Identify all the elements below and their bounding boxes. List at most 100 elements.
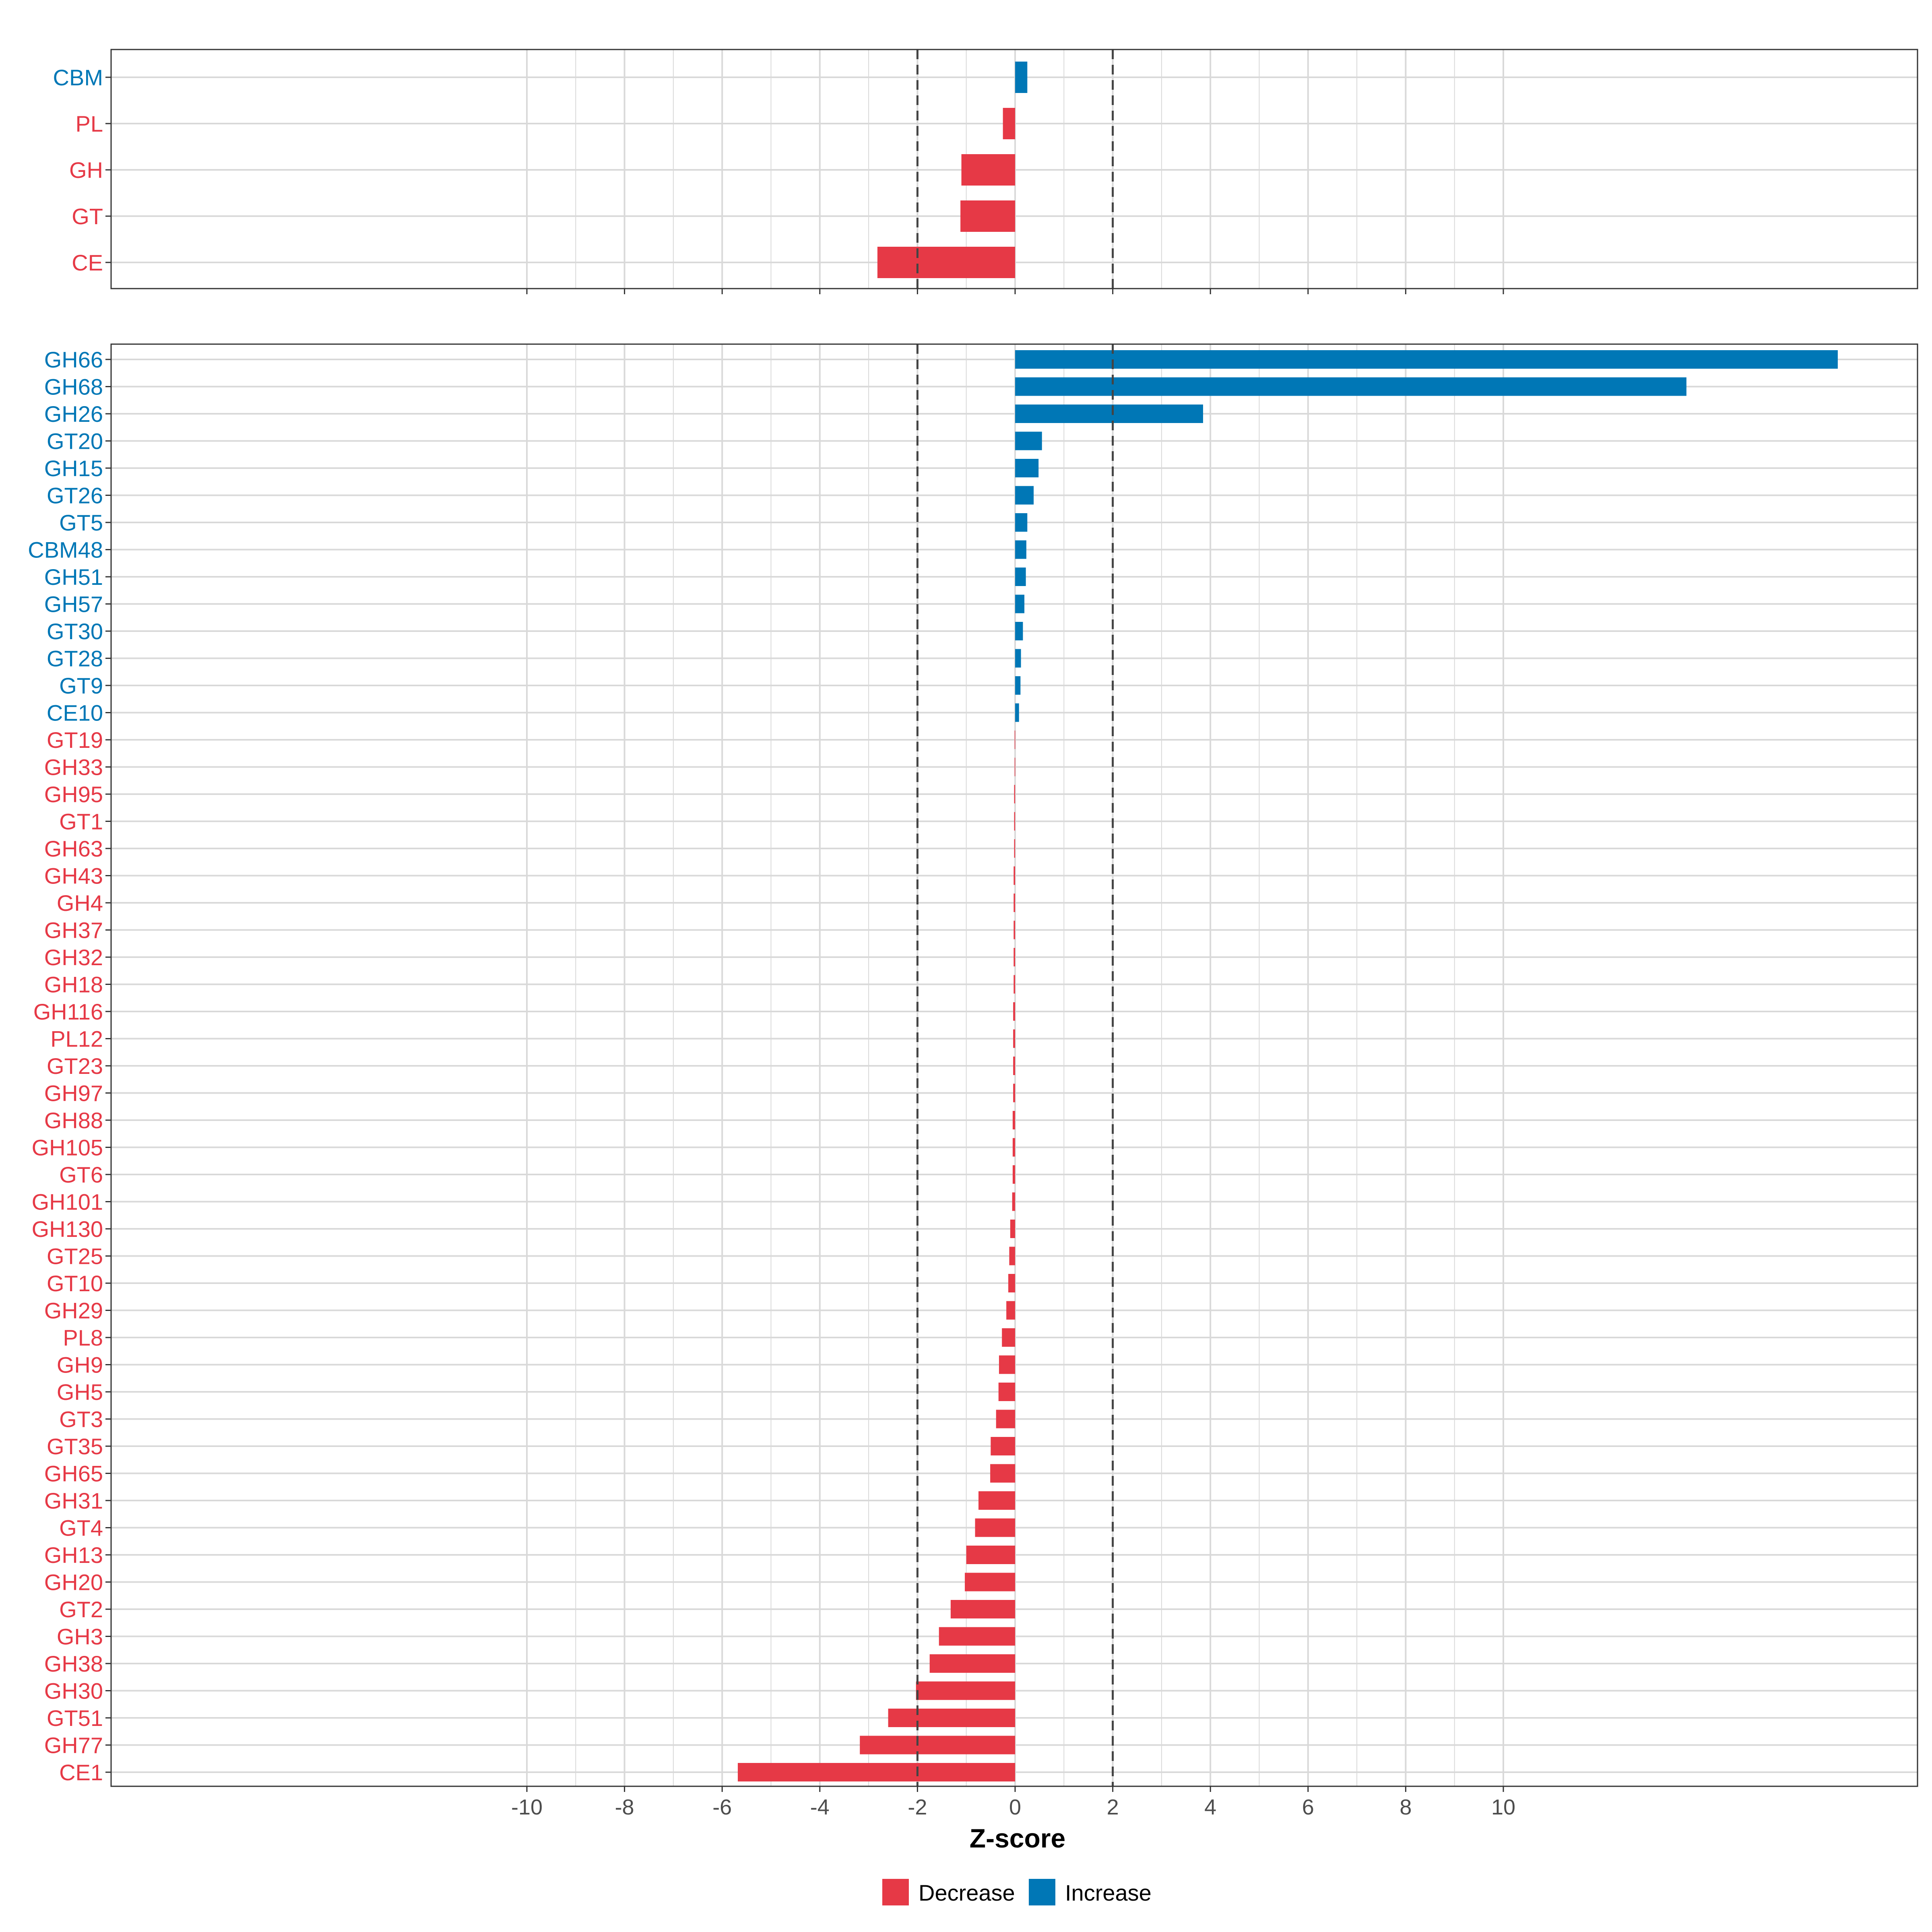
y-tick-label: GT51 xyxy=(47,1705,103,1731)
y-tick-label: GH38 xyxy=(44,1651,103,1676)
x-tick-label: -4 xyxy=(810,1795,830,1819)
x-axis: -10 -8 -6 -4 -2 0 2 4 6 8 10 xyxy=(511,1795,1515,1819)
bar-gh18 xyxy=(1013,975,1015,994)
x-tick-label: -6 xyxy=(712,1795,732,1819)
bar-gh33 xyxy=(1014,758,1016,776)
y-tick-label: GT28 xyxy=(47,646,103,671)
bar-gh65 xyxy=(990,1464,1015,1483)
y-tick-label: GH101 xyxy=(32,1189,103,1215)
bar-gt30 xyxy=(1015,622,1023,640)
bar-gh105 xyxy=(1012,1138,1015,1157)
y-tick-label: GH105 xyxy=(32,1135,103,1160)
bar-gh51 xyxy=(1015,568,1026,586)
x-axis-title: Z-score xyxy=(970,1823,1065,1853)
x-tick-label: 0 xyxy=(1009,1795,1021,1819)
bar-gh31 xyxy=(978,1491,1015,1510)
bar-gh5 xyxy=(998,1383,1015,1401)
y-tick-label: GH26 xyxy=(44,401,103,427)
y-tick-label: GH130 xyxy=(32,1216,103,1242)
y-tick-label: GT9 xyxy=(59,673,103,698)
bar-gt25 xyxy=(1009,1247,1015,1265)
y-tick-label: GT20 xyxy=(47,429,103,454)
y-tick-label: PL xyxy=(76,111,103,136)
y-tick-label: GH9 xyxy=(57,1352,103,1378)
y-tick-label: GT35 xyxy=(47,1434,103,1459)
bar-gh20 xyxy=(965,1573,1015,1591)
bar-gt2 xyxy=(950,1600,1015,1618)
y-tick-label: GT3 xyxy=(59,1407,103,1432)
legend-label-decrease: Decrease xyxy=(919,1880,1015,1905)
y-tick-label: GH77 xyxy=(44,1733,103,1758)
bar-gh116 xyxy=(1013,1002,1015,1021)
y-tick-label: GH43 xyxy=(44,863,103,889)
y-tick-label: GT10 xyxy=(47,1271,103,1296)
bar-gt4 xyxy=(975,1518,1015,1537)
x-tick-label: 6 xyxy=(1302,1795,1314,1819)
y-tick-label: GH88 xyxy=(44,1108,103,1133)
legend-label-increase: Increase xyxy=(1065,1880,1152,1905)
bar-ce10 xyxy=(1015,703,1019,722)
bar-gt23 xyxy=(1013,1057,1015,1075)
x-tick-label: -10 xyxy=(511,1795,543,1819)
x-tick-label: 10 xyxy=(1491,1795,1515,1819)
bar-gh26 xyxy=(1015,405,1203,423)
y-tick-label: GH32 xyxy=(44,945,103,970)
y-tick-label: GH116 xyxy=(33,999,103,1024)
y-tick-label: GT25 xyxy=(47,1244,103,1269)
y-tick-label: GH97 xyxy=(44,1081,103,1106)
panel-frame xyxy=(110,49,1918,289)
y-tick-label: PL8 xyxy=(63,1325,103,1350)
y-tick-label: GT xyxy=(72,204,103,229)
bar-gh77 xyxy=(860,1736,1015,1754)
bar-gh57 xyxy=(1015,594,1025,613)
bar-gh95 xyxy=(1014,785,1015,803)
y-tick-label: GH65 xyxy=(44,1461,103,1486)
bar-gh97 xyxy=(1013,1084,1015,1102)
y-tick-label: CE10 xyxy=(47,700,103,726)
y-tick-label: GT5 xyxy=(59,510,103,535)
bar-gh30 xyxy=(916,1681,1015,1700)
x-tick-label: 2 xyxy=(1107,1795,1119,1819)
x-tick-label: -2 xyxy=(908,1795,927,1819)
y-tick-label: GH66 xyxy=(44,347,103,372)
bar-gt10 xyxy=(1008,1274,1015,1292)
y-tick-label: CBM48 xyxy=(28,537,103,563)
bar-gh66 xyxy=(1015,350,1838,369)
y-tick-label: GT4 xyxy=(59,1515,103,1541)
y-tick-label: GH18 xyxy=(44,972,103,997)
bar-gh3 xyxy=(939,1627,1015,1646)
y-tick-label: GH20 xyxy=(44,1570,103,1595)
bar-gh88 xyxy=(1012,1111,1015,1129)
bar-gt6 xyxy=(1012,1165,1015,1184)
bar-cbm xyxy=(1015,62,1028,93)
x-tick-label: 8 xyxy=(1399,1795,1412,1819)
bar-gh9 xyxy=(999,1355,1015,1374)
y-tick-label: GH31 xyxy=(44,1488,103,1513)
legend-swatch-decrease xyxy=(882,1879,909,1905)
bar-gt20 xyxy=(1015,431,1042,450)
y-tick-label: GH13 xyxy=(44,1542,103,1568)
legend: Decrease Increase xyxy=(882,1879,1152,1905)
bar-gh38 xyxy=(929,1654,1015,1673)
y-tick-label: GT19 xyxy=(47,727,103,753)
y-tick-label: GH5 xyxy=(57,1379,103,1405)
bar-gt51 xyxy=(888,1709,1015,1727)
bar-ce1 xyxy=(738,1763,1015,1781)
x-tick-label: 4 xyxy=(1204,1795,1216,1819)
y-tick-label: GH51 xyxy=(44,564,103,590)
y-tick-label: GH30 xyxy=(44,1678,103,1704)
y-tick-label: CE xyxy=(72,250,103,275)
bar-gt28 xyxy=(1015,649,1021,668)
legend-swatch-increase xyxy=(1029,1879,1055,1905)
bar-gh32 xyxy=(1013,948,1015,966)
y-tick-label: GH63 xyxy=(44,836,103,861)
y-tick-label: GT26 xyxy=(47,483,103,508)
y-tick-label: GH29 xyxy=(44,1298,103,1323)
y-tick-label: GH4 xyxy=(57,890,103,916)
bar-gh37 xyxy=(1013,921,1015,939)
bar-gt xyxy=(960,200,1015,232)
bar-gh63 xyxy=(1014,839,1015,858)
bar-gh68 xyxy=(1015,377,1686,396)
